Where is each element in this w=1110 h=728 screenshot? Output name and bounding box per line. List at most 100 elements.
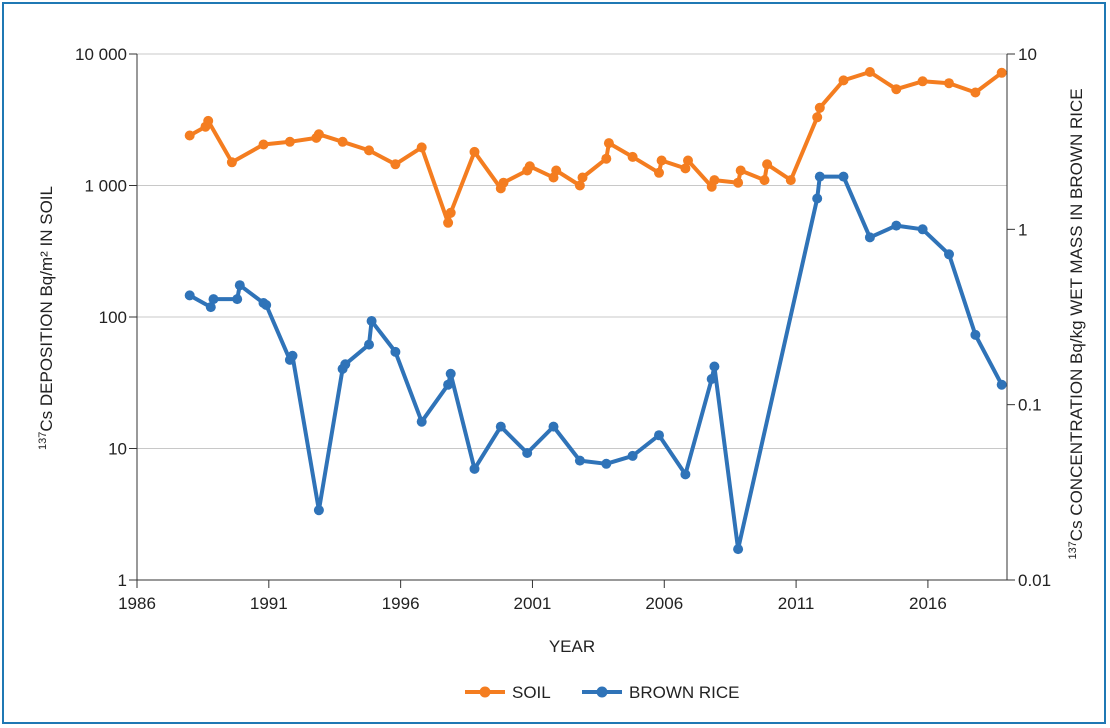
data-point-soil <box>416 142 427 153</box>
data-point-soil <box>812 112 823 123</box>
y-left-tick-label: 10 000 <box>75 45 127 64</box>
data-point-soil <box>577 172 588 183</box>
x-tick-label: 2016 <box>909 594 947 613</box>
data-point-brown-rice <box>443 379 454 390</box>
data-point-brown-rice <box>944 249 954 260</box>
data-point-brown-rice <box>232 294 243 305</box>
data-point-brown-rice <box>814 171 825 182</box>
right-axis-title: 137Cs CONCENTRATION Bq/kg WET MASS IN BR… <box>1067 88 1086 559</box>
data-point-brown-rice <box>184 290 195 301</box>
data-point-brown-rice <box>366 316 377 326</box>
data-point-brown-rice <box>891 220 902 231</box>
data-point-soil <box>601 153 612 164</box>
data-point-brown-rice <box>627 450 638 461</box>
data-point-soil <box>917 76 928 87</box>
data-point-brown-rice <box>574 455 585 466</box>
data-point-brown-rice <box>709 361 720 372</box>
data-point-soil <box>735 165 746 176</box>
data-point-soil <box>759 175 770 186</box>
x-tick-label: 1986 <box>118 594 156 613</box>
x-axis-title: YEAR <box>549 637 595 656</box>
data-point-soil <box>258 139 269 150</box>
data-point-soil <box>762 159 773 170</box>
data-point-soil <box>785 175 796 186</box>
data-point-soil <box>551 165 562 176</box>
data-point-soil <box>654 167 664 178</box>
data-point-soil <box>603 138 614 149</box>
left-axis-title-text: Cs DEPOSITION Bq/m² IN SOIL <box>37 186 56 432</box>
legend-marker-brown-rice <box>596 686 608 698</box>
data-point-soil <box>838 75 849 86</box>
data-point-brown-rice <box>364 339 374 350</box>
data-point-soil <box>680 163 691 174</box>
y-left-tick-label: 1 000 <box>84 177 127 196</box>
data-point-brown-rice <box>654 430 664 441</box>
data-point-soil <box>337 136 348 147</box>
data-point-brown-rice <box>838 171 849 182</box>
legend-label-brown-rice: BROWN RICE <box>629 683 740 702</box>
data-point-brown-rice <box>416 416 427 427</box>
grid-layer <box>137 53 1007 449</box>
x-tick-label: 1996 <box>382 594 420 613</box>
data-point-soil <box>864 67 875 77</box>
data-point-soil <box>944 78 954 89</box>
legend-item-brown-rice: BROWN RICE <box>582 683 740 702</box>
series-layer <box>184 67 1007 555</box>
legend: SOIL BROWN RICE <box>465 683 740 702</box>
data-point-soil <box>733 177 744 188</box>
x-tick-label: 2011 <box>778 594 815 613</box>
data-point-brown-rice <box>548 421 559 432</box>
data-point-soil <box>469 146 480 157</box>
data-point-brown-rice <box>812 193 823 204</box>
data-point-soil <box>627 151 638 162</box>
data-point-soil <box>364 145 374 156</box>
series-line-soil <box>187 70 1004 225</box>
data-point-soil <box>498 177 509 188</box>
legend-label-soil: SOIL <box>512 683 551 702</box>
data-point-soil <box>443 217 454 228</box>
legend-item-soil: SOIL <box>465 683 551 702</box>
data-point-brown-rice <box>680 469 691 480</box>
data-point-brown-rice <box>706 374 717 384</box>
data-point-soil <box>226 157 237 168</box>
data-point-brown-rice <box>261 300 272 310</box>
data-point-soil <box>574 180 585 191</box>
data-point-brown-rice <box>522 448 533 458</box>
data-point-brown-rice <box>445 368 456 379</box>
legend-marker-soil <box>479 686 491 698</box>
y-right-tick-label: 10 <box>1018 45 1037 64</box>
axes-layer: 1 10 100 1 000 10 000 0.01 0.1 1 10 1986 1991 1996 2… <box>75 45 1051 613</box>
data-point-brown-rice <box>208 294 219 305</box>
y-left-tick-label: 1 <box>118 571 127 590</box>
data-point-soil <box>203 115 214 126</box>
data-point-soil <box>284 136 295 147</box>
y-left-tick-label: 100 <box>99 308 127 327</box>
data-point-brown-rice <box>601 458 612 469</box>
data-point-soil <box>996 67 1007 78</box>
data-point-soil <box>524 161 535 172</box>
data-point-soil <box>891 84 902 95</box>
data-point-soil <box>445 207 456 218</box>
data-point-brown-rice <box>495 421 506 432</box>
data-point-soil <box>184 130 195 141</box>
right-axis-title-sup: 137 <box>1067 541 1079 559</box>
data-point-brown-rice <box>469 463 480 474</box>
data-point-brown-rice <box>996 379 1007 390</box>
data-point-brown-rice <box>390 346 401 357</box>
data-point-brown-rice <box>970 329 981 340</box>
x-tick-label: 2006 <box>645 594 683 613</box>
data-point-soil <box>390 159 401 170</box>
left-axis-title: 137Cs DEPOSITION Bq/m² IN SOIL <box>37 186 56 450</box>
x-tick-label: 2001 <box>514 594 552 613</box>
data-point-soil <box>970 87 981 98</box>
data-point-brown-rice <box>340 359 351 370</box>
y-right-tick-label: 0.1 <box>1018 396 1042 415</box>
data-point-soil <box>814 102 825 113</box>
right-axis-title-text: Cs CONCENTRATION Bq/kg WET MASS IN BROWN… <box>1067 88 1086 541</box>
left-axis-title-sup: 137 <box>37 432 49 450</box>
x-tick-label: 1991 <box>250 594 288 613</box>
data-point-soil <box>683 155 693 166</box>
y-left-tick-label: 10 <box>108 440 127 459</box>
